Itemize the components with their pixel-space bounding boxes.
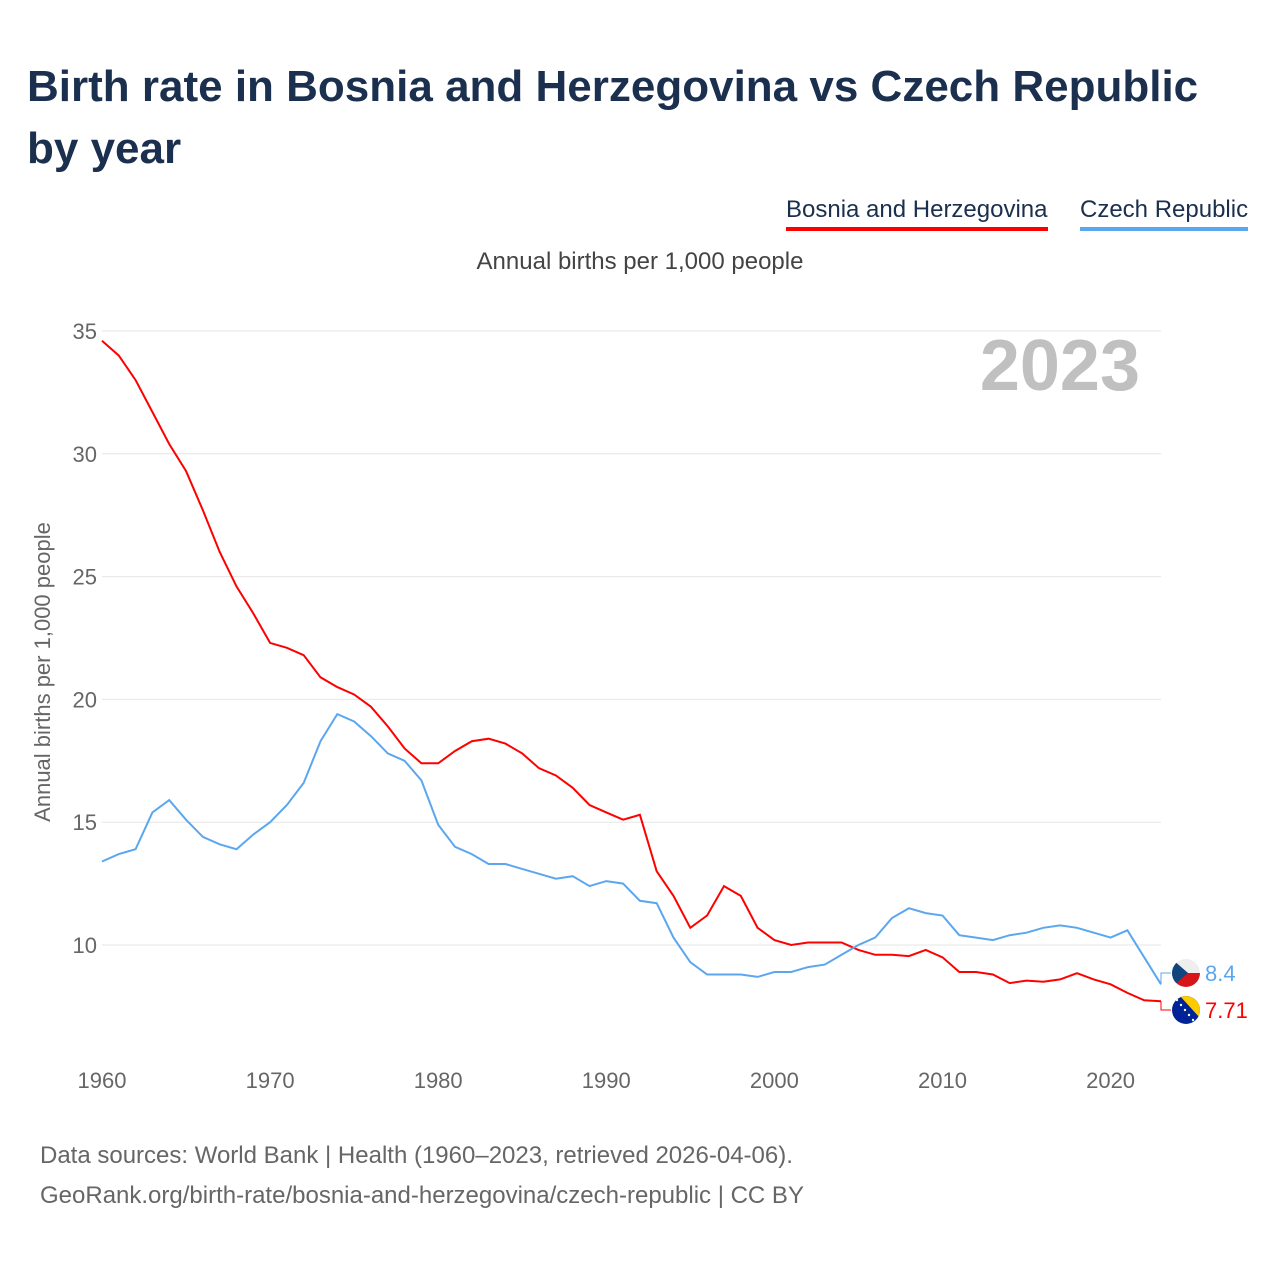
series-line-bosnia: [101, 340, 1162, 1003]
x-tick-label: 1970: [246, 1068, 295, 1093]
end-label-czech: 8.4: [1205, 961, 1236, 986]
y-tick-label: 15: [73, 810, 97, 835]
end-label-bosnia: 7.71: [1205, 998, 1248, 1023]
x-tick-label: 2020: [1086, 1068, 1135, 1093]
source-url[interactable]: GeoRank.org/birth-rate/bosnia-and-herzeg…: [40, 1182, 804, 1209]
x-tick-label: 2000: [750, 1068, 799, 1093]
footer: Data sources: World Bank | Health (1960–…: [40, 1136, 804, 1216]
x-tick-label: 1980: [414, 1068, 463, 1093]
y-tick-label: 20: [73, 687, 97, 712]
line-chart: 10 15 20 25 30 35 1960 1970 1980 1990 2000 2010 2020…: [30, 319, 1248, 1093]
x-tick-label: 1990: [582, 1068, 631, 1093]
y-axis-label: Annual births per 1,000 people: [30, 522, 55, 822]
x-tick-label: 2010: [918, 1068, 967, 1093]
year-watermark: 2023: [980, 326, 1140, 406]
y-tick-label: 35: [73, 319, 97, 344]
bosnia-flag-icon: [1172, 996, 1200, 1024]
y-tick-label: 10: [73, 933, 97, 958]
chart-subtitle: Annual births per 1,000 people: [476, 248, 804, 275]
y-tick-label: 25: [73, 565, 97, 590]
connector: [1160, 1001, 1171, 1011]
series-line-czech: [101, 712, 1162, 985]
y-tick-label: 30: [73, 442, 97, 467]
legend-bosnia[interactable]: Bosnia and Herzegovina: [786, 196, 1048, 231]
czech-flag-icon: [1172, 959, 1200, 987]
legend-czech[interactable]: Czech Republic: [1080, 196, 1249, 231]
connector: [1160, 972, 1171, 985]
chart-title: Birth rate in Bosnia and Herzegovina vs …: [27, 62, 1199, 173]
x-tick-label: 1960: [78, 1068, 127, 1093]
data-source: Data sources: World Bank | Health (1960–…: [40, 1142, 793, 1169]
